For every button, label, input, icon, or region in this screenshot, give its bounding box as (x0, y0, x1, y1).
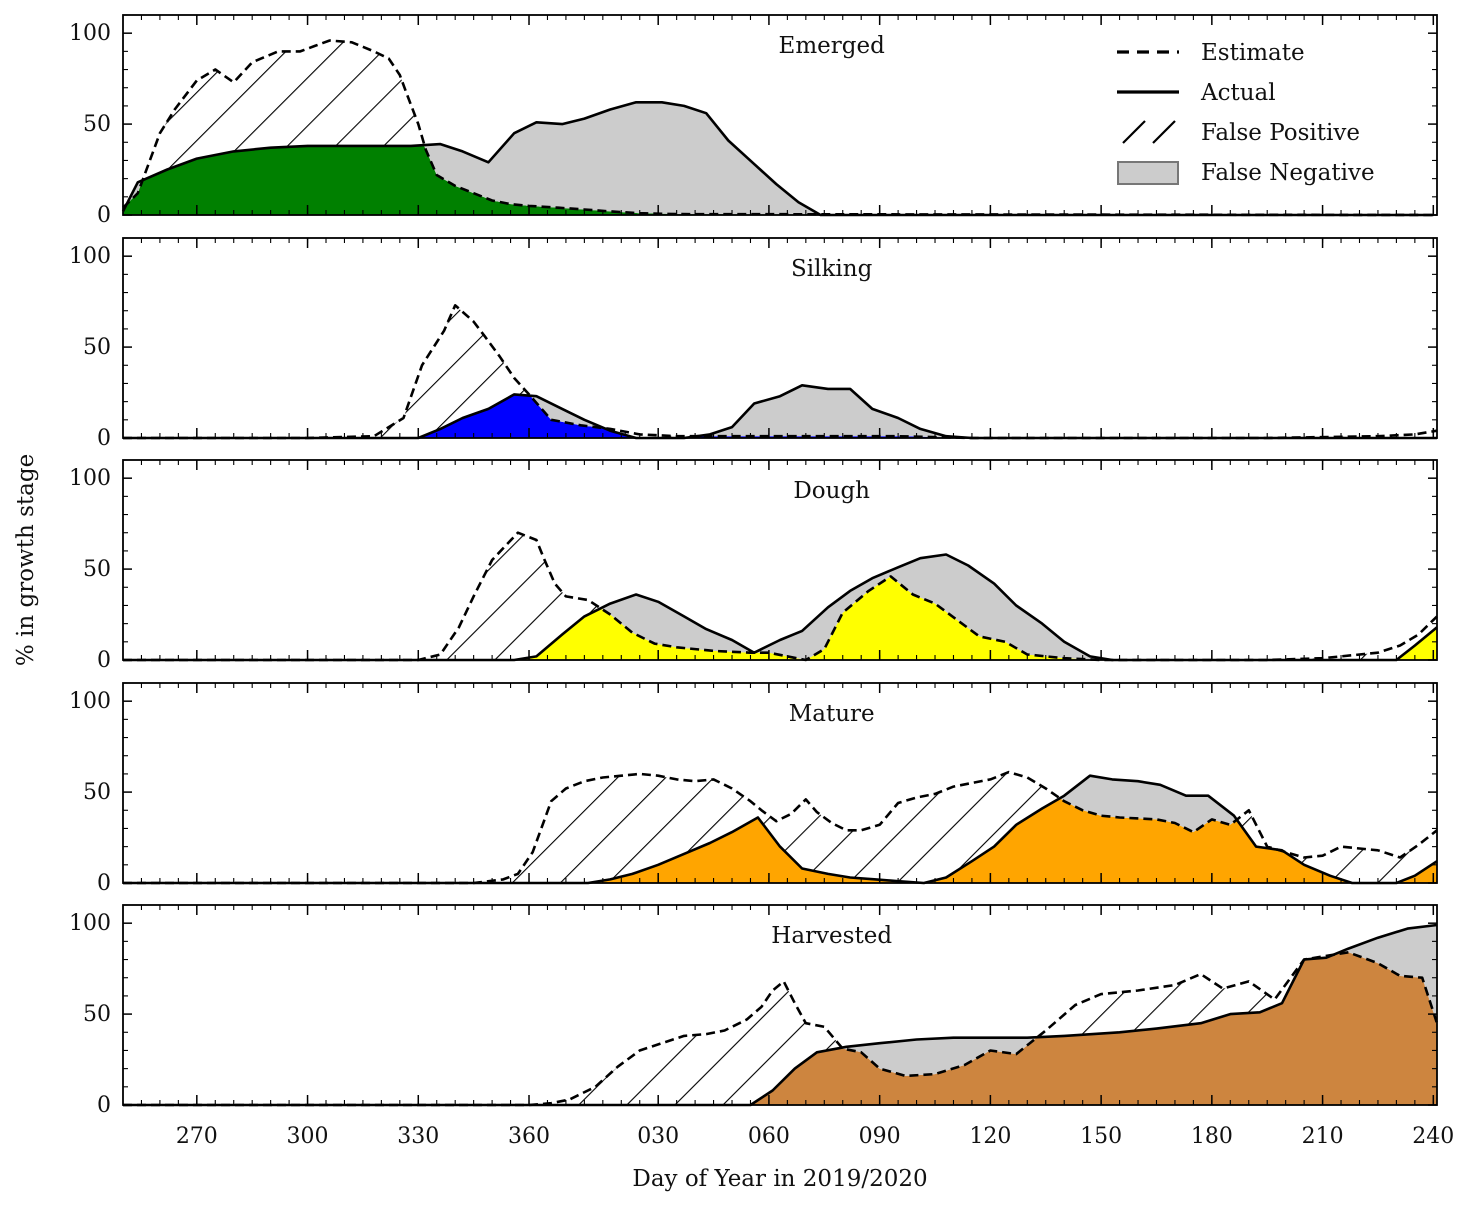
x-tick-label: 300 (287, 1124, 329, 1149)
estimate-line (123, 770, 1438, 885)
false-negative-area (123, 305, 1437, 438)
legend-hatch-swatch (1122, 120, 1146, 144)
panel-emerged: 0 50 100 Emerged (69, 14, 1438, 228)
y-tick-label: 100 (69, 911, 111, 936)
panel-frame (122, 459, 1438, 661)
y-tick-label: 50 (83, 335, 111, 360)
y-axis-label: % in growth stage (13, 454, 39, 666)
estimate-line (122, 39, 1434, 217)
y-tick-label: 100 (69, 689, 111, 714)
legend-false-negative-swatch (1117, 161, 1179, 185)
y-tick-label: 50 (83, 557, 111, 582)
x-tick-label: 180 (1191, 1124, 1233, 1149)
y-tick-label: 0 (97, 648, 111, 673)
false-negative-area (123, 772, 1437, 883)
x-tick-label: 030 (637, 1124, 679, 1149)
false-positive-area (123, 772, 1437, 883)
actual-line (123, 384, 1437, 440)
y-tick-label: 50 (83, 780, 111, 805)
panels-layer: 0 50 100 Emerged 0 50 100 Silking 0 50 100 Dough 0 50… (69, 14, 1454, 1149)
panel-title: Dough (793, 478, 870, 504)
panel-frame (122, 14, 1438, 216)
x-tick-label: 090 (859, 1124, 901, 1149)
false-positive-area (123, 305, 1437, 438)
correct-area (123, 394, 1437, 438)
y-tick-label: 0 (97, 426, 111, 451)
legend-label: False Negative (1201, 160, 1375, 186)
panel-frame (122, 237, 1438, 439)
panel-title: Harvested (771, 923, 892, 949)
false-negative-area (123, 40, 1437, 215)
correct-area (123, 952, 1437, 1105)
y-tick-label: 100 (69, 244, 111, 269)
x-tick-label: 150 (1080, 1124, 1122, 1149)
x-tick-label: 210 (1302, 1124, 1344, 1149)
y-tick-label: 0 (97, 1093, 111, 1118)
x-tick-label: 330 (397, 1124, 439, 1149)
panel-title: Silking (791, 256, 873, 282)
panel-title: Emerged (779, 33, 886, 59)
panel-silking: 0 50 100 Silking (69, 237, 1438, 451)
legend-hatch-swatch (1152, 120, 1176, 144)
false-positive-area (123, 925, 1437, 1105)
x-tick-label: 270 (176, 1124, 218, 1149)
x-tick-label: 060 (748, 1124, 790, 1149)
correct-area (123, 145, 1437, 215)
actual-line (123, 774, 1438, 885)
x-tick-label: 240 (1412, 1124, 1454, 1149)
panel-title: Mature (789, 701, 875, 727)
panel-frame (122, 682, 1438, 884)
y-tick-label: 50 (83, 1002, 111, 1027)
panel-frame (122, 904, 1438, 1106)
panel-mature: 0 50 100 Mature (69, 682, 1438, 896)
y-tick-label: 100 (69, 466, 111, 491)
legend: Estimate Actual False Positive False Negati… (1117, 40, 1375, 186)
x-tick-label: 360 (508, 1124, 550, 1149)
legend-label: Estimate (1201, 40, 1305, 66)
y-tick-label: 0 (97, 871, 111, 896)
y-tick-label: 100 (69, 21, 111, 46)
x-tick-label: 120 (969, 1124, 1011, 1149)
legend-label: False Positive (1201, 120, 1360, 146)
y-tick-label: 50 (83, 112, 111, 137)
y-tick-label: 0 (97, 203, 111, 228)
x-axis-label: Day of Year in 2019/2020 (632, 1166, 927, 1192)
correct-area (123, 798, 1437, 883)
false-positive-area (123, 40, 1437, 215)
legend-label: Actual (1200, 80, 1276, 106)
panel-dough: 0 50 100 Dough (69, 459, 1438, 673)
estimate-line (123, 951, 1439, 1107)
panel-harvested: 0 50 100 Harvested (69, 904, 1439, 1118)
actual-line (121, 101, 1434, 217)
